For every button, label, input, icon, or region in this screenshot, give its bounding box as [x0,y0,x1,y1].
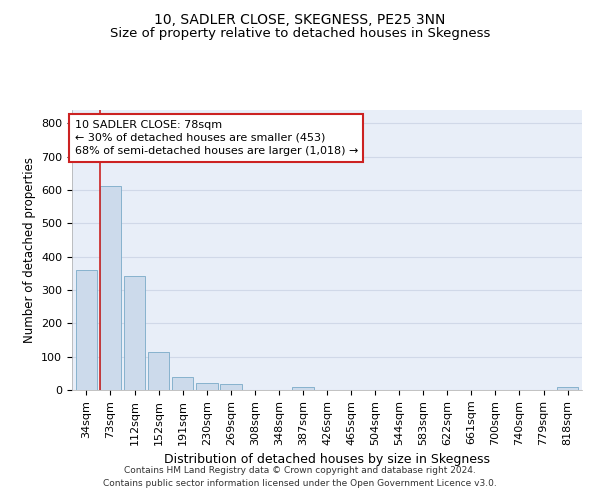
Bar [172,376,193,390]
Bar [100,186,121,390]
Bar [76,270,97,390]
Bar [557,388,578,390]
Text: 10, SADLER CLOSE, SKEGNESS, PE25 3NN: 10, SADLER CLOSE, SKEGNESS, PE25 3NN [154,12,446,26]
Bar [148,352,169,390]
Bar [124,276,145,390]
Text: Contains HM Land Registry data © Crown copyright and database right 2024.
Contai: Contains HM Land Registry data © Crown c… [103,466,497,487]
Text: Size of property relative to detached houses in Skegness: Size of property relative to detached ho… [110,28,490,40]
Y-axis label: Number of detached properties: Number of detached properties [23,157,35,343]
Bar [196,382,218,390]
Text: 10 SADLER CLOSE: 78sqm
← 30% of detached houses are smaller (453)
68% of semi-de: 10 SADLER CLOSE: 78sqm ← 30% of detached… [74,120,358,156]
Bar [292,388,314,390]
X-axis label: Distribution of detached houses by size in Skegness: Distribution of detached houses by size … [164,453,490,466]
Bar [220,384,242,390]
